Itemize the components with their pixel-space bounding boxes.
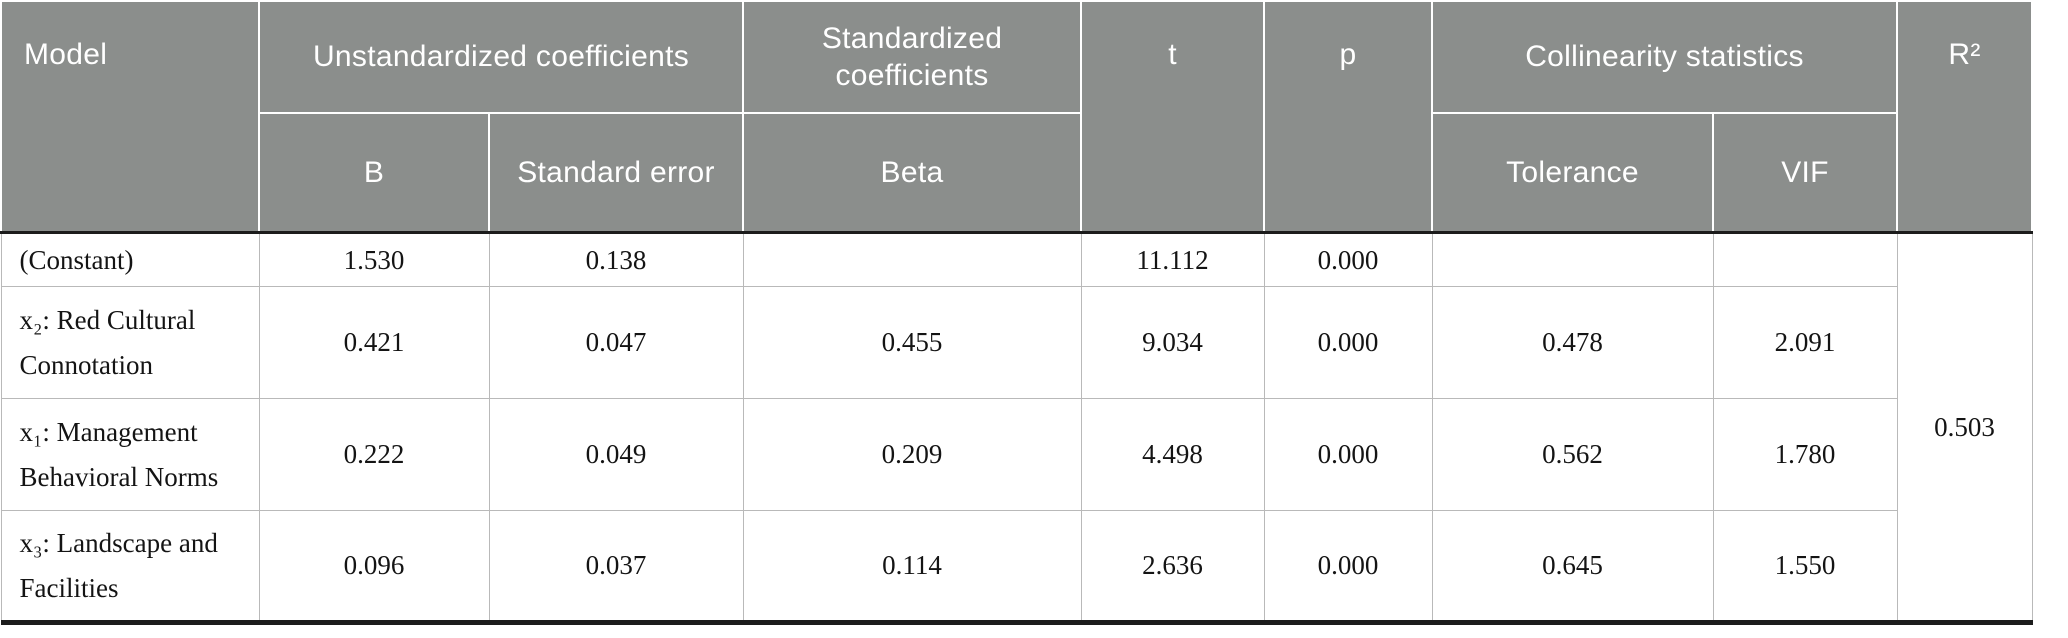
header-row-groups: Model Unstandardized coefficients Standa… [0, 0, 2034, 233]
cell-p: 0.000 [1263, 286, 1433, 400]
table-row: x₃: Landscape and Facilities 0.096 0.037… [0, 510, 2032, 624]
cell-b: 0.222 [258, 398, 490, 512]
cell-t: 9.034 [1080, 286, 1265, 400]
header-p: p [1263, 0, 1434, 233]
cell-model: x₁: Management Behavioral Norms [0, 398, 260, 512]
cell-tolerance: 0.645 [1431, 510, 1714, 624]
cell-t: 11.112 [1080, 230, 1265, 288]
regression-table: Model Unstandardized coefficients Standa… [0, 0, 2034, 626]
header-vif: VIF [1712, 112, 1899, 233]
table-header: Model Unstandardized coefficients Standa… [0, 0, 2034, 233]
header-t: t [1080, 0, 1266, 233]
cell-vif: 1.780 [1712, 398, 1898, 512]
cell-model: x₃: Landscape and Facilities [0, 510, 260, 624]
cell-beta: 0.455 [742, 286, 1082, 400]
cell-r-squared-value: 0.503 [1896, 230, 2033, 624]
header-model: Model [0, 0, 260, 233]
cell-p: 0.000 [1263, 398, 1433, 512]
cell-vif [1712, 230, 1898, 288]
cell-standard-error: 0.138 [488, 230, 744, 288]
cell-tolerance: 0.478 [1431, 286, 1714, 400]
cell-b: 1.530 [258, 230, 490, 288]
header-unstandardized-coefficients: Unstandardized coefficients [257, 0, 745, 114]
cell-vif: 1.550 [1712, 510, 1898, 624]
cell-tolerance: 0.562 [1431, 398, 1714, 512]
cell-p: 0.000 [1263, 230, 1433, 288]
header-standard-error: Standard error [487, 112, 745, 233]
header-collinearity-statistics: Collinearity statistics [1431, 0, 1899, 114]
cell-vif: 2.091 [1712, 286, 1898, 400]
table-row: (Constant) 1.530 0.138 11.112 0.000 0.50… [0, 230, 2033, 624]
cell-model: x₂: Red Cultural Connotation [0, 286, 260, 400]
cell-beta: 0.114 [742, 510, 1082, 624]
cell-standard-error: 0.049 [488, 398, 744, 512]
cell-beta [742, 230, 1082, 288]
table-row: x₂: Red Cultural Connotation 0.421 0.047… [0, 286, 2032, 400]
cell-t: 4.498 [1080, 398, 1265, 512]
cell-beta: 0.209 [742, 398, 1082, 512]
cell-b: 0.421 [258, 286, 490, 400]
cell-tolerance [1431, 230, 1714, 288]
header-beta: Beta [742, 112, 1083, 233]
cell-p: 0.000 [1263, 510, 1433, 624]
header-standardized-coefficients: Standardized coefficients [742, 0, 1083, 114]
cell-standard-error: 0.037 [488, 510, 744, 624]
header-b: B [258, 112, 490, 233]
table-row: x₁: Management Behavioral Norms 0.222 0.… [0, 398, 2032, 512]
cell-b: 0.096 [258, 510, 490, 624]
cell-standard-error: 0.047 [488, 286, 744, 400]
cell-model: (Constant) [0, 230, 260, 288]
header-tolerance: Tolerance [1431, 112, 1715, 233]
header-r-squared: R² [1896, 0, 2034, 233]
cell-t: 2.636 [1080, 510, 1265, 624]
header-row-subcolumns: B Standard error Beta Tolerance VIF [1, 112, 2032, 233]
table-body: (Constant) 1.530 0.138 11.112 0.000 0.50… [0, 230, 2033, 624]
